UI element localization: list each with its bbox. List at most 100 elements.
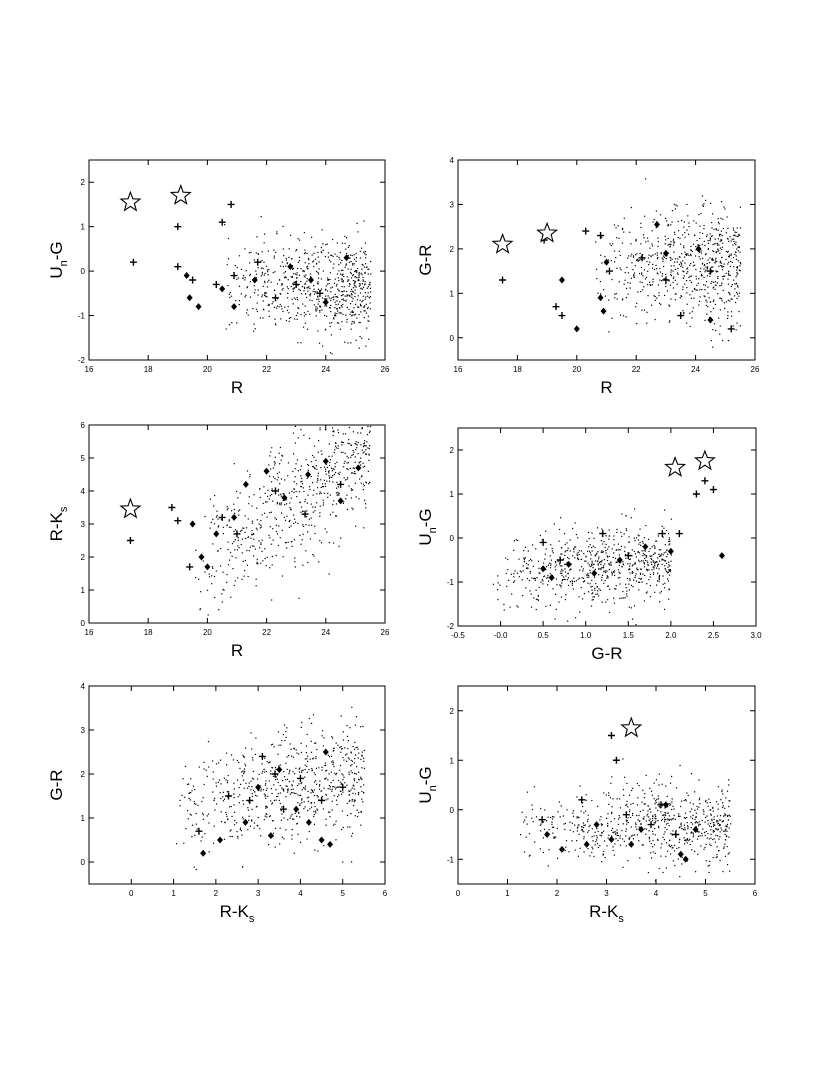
field-point [694, 809, 696, 811]
field-point [348, 279, 350, 281]
field-point [317, 256, 319, 258]
field-point [695, 222, 697, 224]
field-point [661, 805, 663, 807]
field-point [687, 828, 689, 830]
x-tick-label: 0 [129, 889, 134, 898]
field-point [518, 558, 520, 560]
field-point [315, 742, 317, 744]
field-point [578, 577, 581, 579]
field-point [293, 818, 295, 820]
field-point [195, 812, 197, 815]
cross-point [624, 552, 632, 560]
field-point [366, 287, 368, 289]
field-point [287, 305, 289, 308]
field-point [630, 517, 632, 519]
field-point [336, 273, 339, 275]
field-point [342, 293, 344, 296]
field-point [713, 323, 716, 325]
field-point [564, 828, 566, 831]
field-point [645, 554, 647, 557]
field-point [344, 452, 346, 455]
diamond-point [608, 835, 615, 843]
field-point [618, 250, 620, 252]
field-point [536, 577, 538, 579]
field-point [623, 776, 626, 778]
field-point [687, 838, 689, 840]
field-point [523, 549, 525, 552]
field-point [291, 784, 293, 786]
field-point [226, 574, 228, 576]
field-point [664, 544, 666, 546]
field-point [560, 586, 562, 588]
field-point [294, 557, 296, 559]
field-point [369, 308, 371, 310]
field-point [281, 836, 284, 838]
field-point [337, 786, 339, 788]
field-point [249, 296, 252, 298]
field-point [234, 580, 236, 582]
field-point [721, 266, 723, 268]
field-point [618, 564, 620, 567]
field-point [632, 838, 634, 840]
field-point [244, 248, 246, 250]
field-point [730, 285, 733, 288]
field-point [331, 800, 333, 802]
field-point [707, 865, 709, 867]
field-point [327, 496, 329, 498]
field-point [523, 560, 526, 563]
field-point [605, 543, 607, 545]
field-point [690, 245, 692, 248]
field-point [564, 849, 566, 852]
field-point [212, 567, 214, 569]
star-point [119, 190, 142, 212]
field-point [243, 772, 245, 775]
field-point [672, 281, 674, 284]
field-point [673, 265, 675, 267]
field-point [370, 273, 372, 275]
field-point [327, 256, 330, 258]
cross-point [599, 530, 607, 538]
field-point [179, 799, 181, 801]
field-point [698, 799, 700, 801]
field-point [277, 795, 279, 798]
field-point [651, 794, 654, 796]
field-point [717, 803, 719, 805]
field-point [293, 287, 295, 289]
field-point [600, 540, 603, 542]
field-point [638, 840, 640, 842]
field-point [576, 553, 578, 555]
field-point [618, 815, 620, 817]
field-point [549, 573, 551, 575]
field-point [365, 303, 367, 305]
field-point [738, 295, 740, 297]
field-point [625, 845, 627, 847]
field-point [629, 836, 631, 838]
field-point [604, 563, 606, 565]
field-point [694, 850, 696, 853]
field-point [722, 805, 724, 807]
field-point [576, 816, 578, 818]
field-point [545, 605, 547, 607]
field-point [253, 538, 255, 540]
field-point [664, 567, 666, 570]
field-point [666, 255, 668, 257]
field-point [659, 271, 662, 273]
field-point [646, 815, 648, 817]
field-point [280, 819, 283, 821]
x-tick-label: 24 [321, 365, 330, 374]
field-point [271, 599, 273, 601]
field-point [264, 294, 266, 297]
field-point [360, 457, 362, 459]
field-point [352, 792, 354, 794]
field-point [596, 527, 599, 529]
field-point [310, 517, 312, 519]
field-point [629, 579, 631, 581]
field-point [320, 486, 322, 489]
field-point [596, 805, 599, 807]
field-point [649, 585, 652, 587]
field-point [707, 248, 709, 250]
field-point [648, 254, 650, 256]
field-point [349, 313, 351, 315]
field-point [254, 328, 256, 330]
y-tick-label: -1 [78, 312, 86, 321]
